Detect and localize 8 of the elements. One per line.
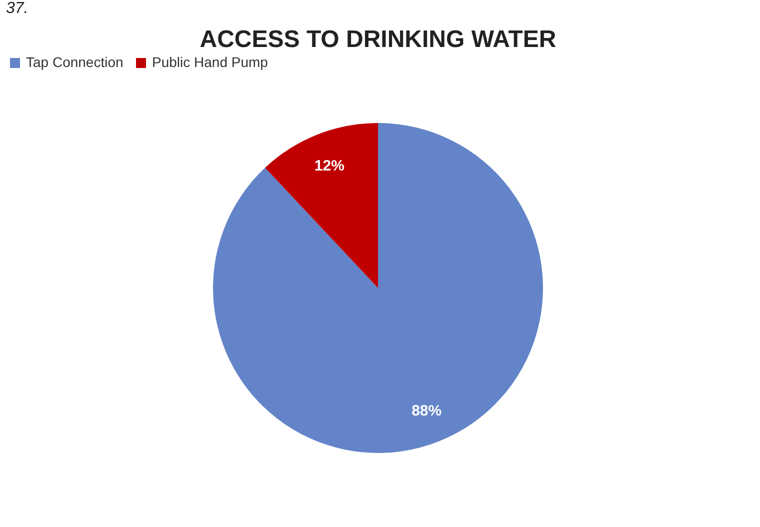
chart-title: ACCESS TO DRINKING WATER	[200, 26, 556, 53]
data-label: 12%	[314, 157, 344, 174]
pie-slice	[213, 123, 543, 453]
legend-label: Tap Connection	[26, 54, 124, 70]
text: 37.	[6, 0, 28, 18]
pie-slice	[265, 123, 378, 288]
legend-label: Public Hand Pump	[152, 54, 268, 70]
data-label: 88%	[412, 402, 442, 420]
